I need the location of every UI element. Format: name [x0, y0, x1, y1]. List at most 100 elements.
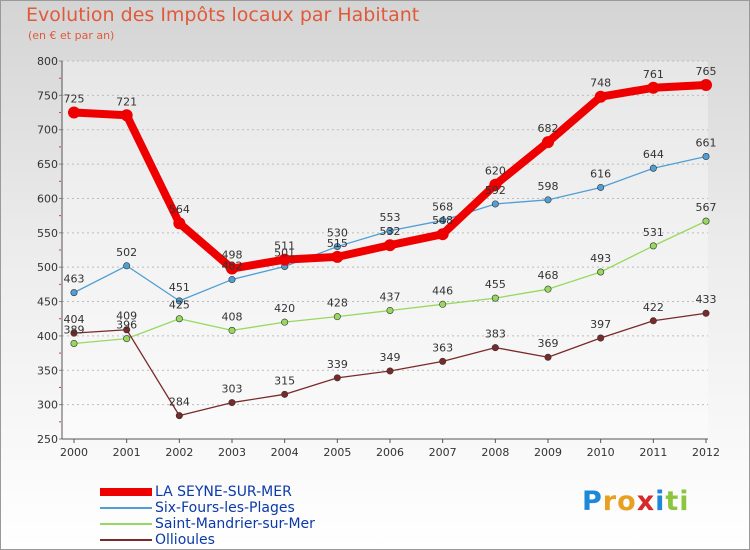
- logo-letter: t: [665, 486, 680, 517]
- legend-swatch: [100, 523, 152, 525]
- x-tick-label: 2002: [165, 446, 193, 459]
- data-point: [649, 317, 657, 325]
- data-point: [70, 329, 78, 337]
- data-point: [597, 183, 605, 191]
- data-label: 682: [538, 122, 559, 135]
- data-point: [544, 353, 552, 361]
- data-label: 369: [538, 337, 559, 350]
- logo-letter: i: [655, 486, 666, 517]
- logo-letter: i: [679, 486, 690, 517]
- data-point: [228, 399, 236, 407]
- data-point: [439, 357, 447, 365]
- data-point: [333, 243, 341, 251]
- data-label: 468: [538, 269, 559, 282]
- data-label: 433: [696, 293, 717, 306]
- data-point: [175, 412, 183, 420]
- y-tick-label: 650: [37, 158, 58, 171]
- data-label: 598: [538, 180, 559, 193]
- data-label: 498: [222, 249, 243, 262]
- data-label: 451: [169, 281, 190, 294]
- data-label: 765: [696, 65, 717, 78]
- data-label: 567: [696, 201, 717, 214]
- data-label: 530: [327, 227, 348, 240]
- data-point: [700, 79, 712, 92]
- data-label: 303: [222, 383, 243, 396]
- data-point: [228, 326, 236, 334]
- data-label: 284: [169, 396, 190, 409]
- data-point: [649, 164, 657, 172]
- data-label: 761: [643, 68, 664, 81]
- y-tick-label: 800: [37, 55, 58, 68]
- x-tick-label: 2006: [376, 446, 404, 459]
- data-label: 644: [643, 148, 664, 161]
- data-point: [647, 81, 660, 94]
- y-tick-label: 500: [37, 261, 58, 274]
- data-point: [331, 250, 344, 263]
- data-label: 511: [274, 240, 295, 253]
- data-label: 531: [643, 226, 664, 239]
- data-point: [544, 285, 552, 293]
- data-label: 463: [64, 273, 85, 286]
- data-label: 409: [116, 310, 137, 323]
- legend-item: Ollioules: [100, 532, 315, 548]
- x-tick-label: 2005: [323, 446, 351, 459]
- legend-swatch: [100, 488, 152, 496]
- data-label: 482: [222, 260, 243, 273]
- legend-item: LA SEYNE-SUR-MER: [100, 484, 315, 500]
- data-point: [594, 90, 607, 103]
- data-label: 725: [64, 93, 85, 106]
- legend: LA SEYNE-SUR-MER Six-Fours-les-Plages Sain…: [100, 484, 315, 548]
- data-label: 446: [432, 284, 453, 297]
- data-point: [386, 367, 394, 375]
- x-tick-label: 2012: [692, 446, 720, 459]
- data-point: [173, 217, 186, 230]
- data-label: 721: [116, 95, 137, 108]
- data-label: 455: [485, 278, 506, 291]
- data-point: [439, 300, 447, 308]
- data-point: [278, 253, 291, 266]
- data-point: [281, 390, 289, 398]
- data-point: [597, 268, 605, 276]
- data-label: 420: [274, 302, 295, 315]
- data-point: [491, 200, 499, 208]
- data-label: 568: [432, 200, 453, 213]
- y-tick-label: 550: [37, 227, 58, 240]
- x-tick-label: 2010: [587, 446, 615, 459]
- data-point: [120, 109, 133, 122]
- y-tick-label: 450: [37, 296, 58, 309]
- data-point: [123, 262, 131, 270]
- data-point: [123, 335, 131, 343]
- data-label: 397: [590, 318, 611, 331]
- y-tick-label: 350: [37, 364, 58, 377]
- y-tick-label: 250: [37, 433, 58, 446]
- y-tick-label: 700: [37, 124, 58, 137]
- data-point: [333, 313, 341, 321]
- data-label: 502: [116, 246, 137, 259]
- x-tick-label: 2011: [639, 446, 667, 459]
- data-label: 548: [432, 214, 453, 227]
- data-point: [439, 216, 447, 224]
- data-point: [70, 339, 78, 347]
- data-point: [702, 217, 710, 225]
- data-label: 404: [64, 313, 85, 326]
- logo-letter: r: [602, 486, 618, 517]
- legend-label: Ollioules: [155, 532, 215, 548]
- data-point: [281, 318, 289, 326]
- data-label: 748: [590, 77, 611, 90]
- data-label: 515: [327, 237, 348, 250]
- data-point: [491, 344, 499, 352]
- data-label: 564: [169, 203, 190, 216]
- legend-label: Saint-Mandrier-sur-Mer: [155, 516, 315, 532]
- data-point: [544, 196, 552, 204]
- data-label: 493: [590, 252, 611, 265]
- legend-item: Six-Fours-les-Plages: [100, 500, 315, 516]
- data-label: 349: [380, 351, 401, 364]
- y-tick-label: 400: [37, 330, 58, 343]
- data-label: 408: [222, 310, 243, 323]
- data-label: 437: [380, 290, 401, 303]
- x-tick-label: 2008: [481, 446, 509, 459]
- legend-swatch: [100, 507, 152, 509]
- data-point: [68, 106, 80, 119]
- legend-item: Saint-Mandrier-sur-Mer: [100, 516, 315, 532]
